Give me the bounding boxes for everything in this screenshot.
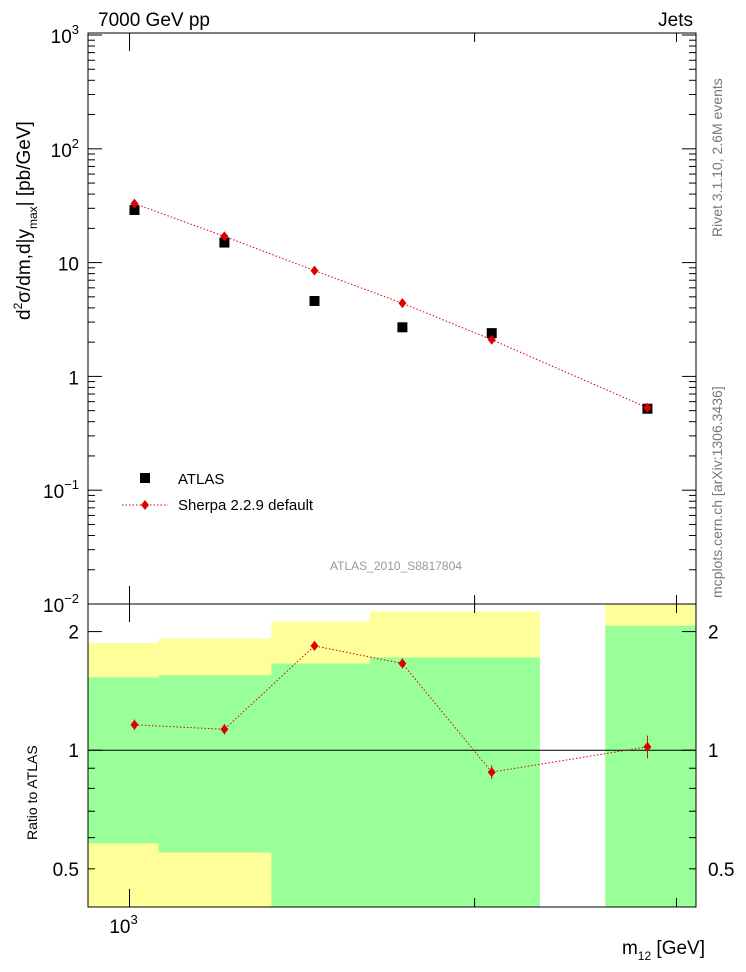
header-right-label: Jets (658, 10, 693, 31)
ratio-point-2 (310, 640, 319, 651)
legend-mc-label: Sherpa 2.2.9 default (178, 497, 314, 514)
ratio-band-inner-2 (271, 663, 370, 907)
ratio-ytick-label-left-1: 1 (68, 741, 79, 762)
main-ytick-label-4: 102 (51, 136, 79, 162)
atlas-point-0 (129, 204, 140, 215)
axis-tick-labels: 10−2 10−1 1 10 102 103 0.5 0.5 1 1 2 2 103 (43, 22, 734, 938)
xtick-label-0: 103 (109, 912, 137, 938)
main-series (129, 198, 653, 414)
main-ytick-label-1: 10−1 (43, 477, 79, 503)
ratio-line (134, 645, 648, 773)
main-frame (87, 32, 697, 605)
svg-text:d2σ/dm,d|ymax| [pb/GeV]: d2σ/dm,d|ymax| [pb/GeV] (11, 121, 40, 320)
ratio-ytick-label-right-1: 1 (708, 741, 719, 762)
ratio-series (130, 640, 652, 780)
x-axis-title: m12 [GeV] (622, 938, 705, 963)
ratio-band-inner-3 (369, 657, 540, 907)
plot-frames (87, 32, 697, 908)
ratio-band-inner-1 (158, 675, 272, 853)
main-ytick-label-5: 103 (51, 22, 79, 48)
legend-atlas-marker (140, 473, 150, 483)
sherpa-point-4 (487, 334, 496, 345)
atlas-point-2 (309, 295, 320, 306)
ratio-ytick-label-right-0: 0.5 (708, 860, 734, 881)
ratio-ytick-label-left-0: 0.5 (53, 860, 79, 881)
header-left-label: 7000 GeV pp (98, 10, 210, 31)
sherpa-point-0 (130, 198, 139, 209)
rivet-side-label: Rivet 3.1.10, 2.6M events (709, 78, 725, 237)
sherpa-line (134, 203, 648, 409)
main-y-axis-title: d2σ/dm,d|ymax| [pb/GeV] (11, 121, 40, 320)
ratio-uncertainty-bands (88, 604, 696, 907)
ratio-point-4 (487, 767, 496, 778)
ratio-ytick-label-left-2: 2 (68, 623, 79, 644)
main-ytick-label-3: 10 (58, 255, 79, 276)
ratio-frame (87, 603, 697, 908)
ratio-band-inner-0 (88, 677, 159, 844)
atlas-point-1 (219, 237, 230, 248)
legend-mc-marker (141, 500, 149, 510)
sherpa-point-2 (310, 265, 319, 276)
main-ytick-label-2: 1 (68, 368, 79, 389)
atlas-point-4 (486, 328, 497, 339)
legend: ATLAS Sherpa 2.2.9 default (122, 471, 314, 514)
analysis-id-label: ATLAS_2010_S8817804 (330, 559, 462, 573)
ratio-point-0 (130, 719, 139, 730)
mcplots-side-label: mcplots.cern.ch [arXiv:1306.3436] (709, 386, 725, 598)
ratio-point-3 (398, 658, 407, 669)
ratio-point-1 (220, 724, 229, 735)
main-ytick-label-0: 10−2 (43, 591, 79, 617)
ratio-band-inner-4 (605, 625, 696, 907)
axis-ticks (88, 33, 696, 908)
sherpa-point-5 (643, 402, 652, 413)
sherpa-point-1 (220, 231, 229, 242)
atlas-point-3 (397, 322, 408, 333)
ratio-point-5 (643, 741, 652, 752)
ratio-y-axis-title: Ratio to ATLAS (24, 745, 40, 840)
svg-text:m12 [GeV]: m12 [GeV] (622, 938, 705, 963)
legend-atlas-label: ATLAS (178, 471, 224, 488)
ratio-ytick-label-right-2: 2 (708, 623, 719, 644)
sherpa-point-3 (398, 298, 407, 309)
